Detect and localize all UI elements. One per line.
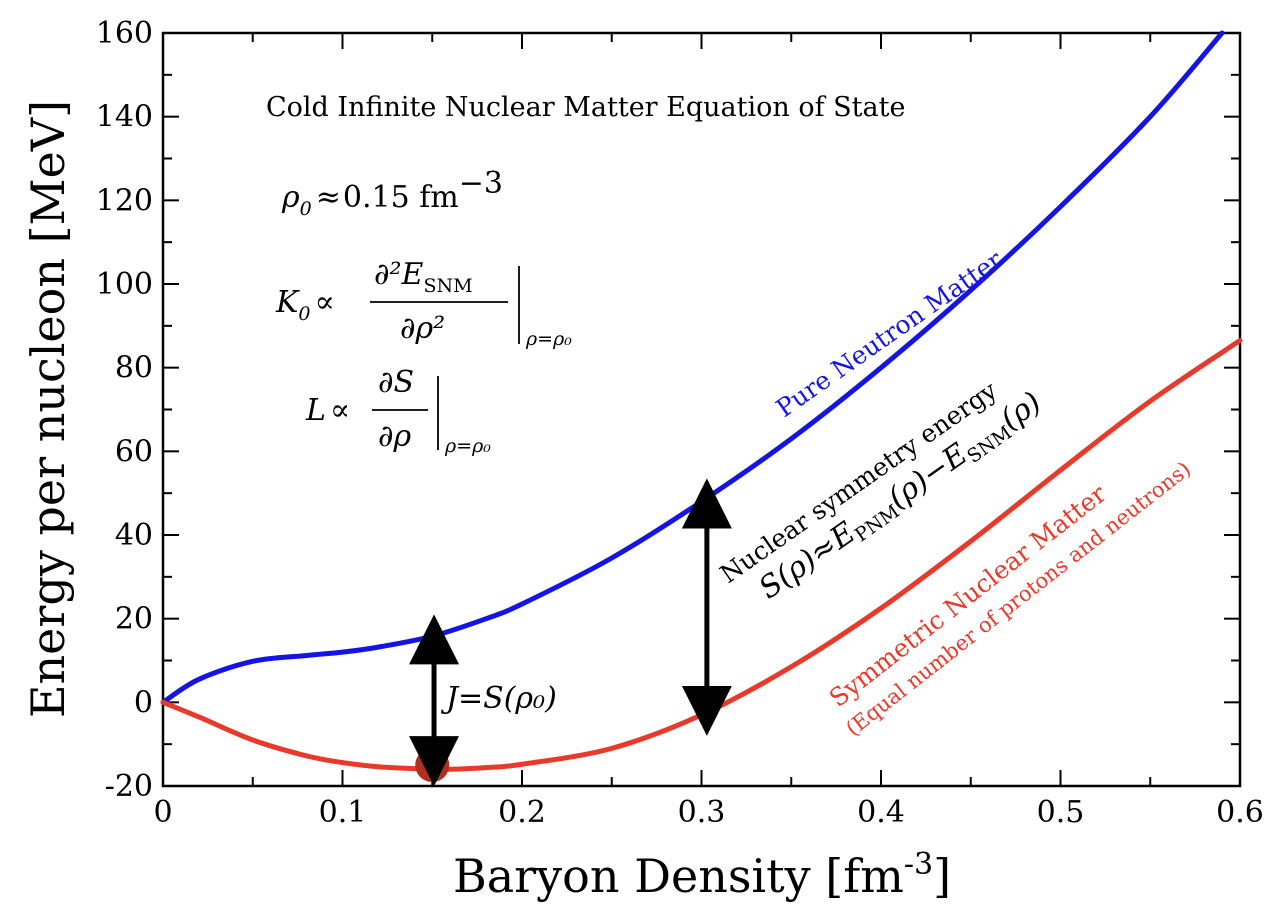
svg-text:∂²ESNM: ∂²ESNM — [374, 257, 473, 297]
y-tick-label: 160 — [96, 16, 153, 51]
svg-text:∂ρ²: ∂ρ² — [400, 311, 445, 346]
svg-text:∂ρ: ∂ρ — [378, 419, 412, 454]
y-tick-label: 140 — [96, 100, 153, 135]
chart-title: Cold Infinite Nuclear Matter Equation of… — [266, 92, 905, 123]
l-annotation: L ∝ ∂S ∂ρ ρ=ρ₀ — [305, 365, 491, 457]
j-label: J=S(ρ₀) — [440, 681, 557, 716]
y-tick-label: 80 — [115, 351, 153, 386]
y-tick-label: -20 — [105, 769, 153, 804]
x-tick-label: 0.1 — [319, 795, 367, 830]
symmetric-nuclear-matter-curve — [160, 337, 1243, 773]
x-tick-label: 0.6 — [1216, 795, 1264, 830]
y-tick-label: 0 — [134, 685, 153, 720]
x-tick-label: 0.4 — [857, 795, 905, 830]
x-tick-label: 0.3 — [678, 795, 726, 830]
svg-text:∂S: ∂S — [378, 365, 414, 400]
svg-text:ρ=ρ₀: ρ=ρ₀ — [525, 328, 572, 350]
x-axis-label: Baryon Density [fm-3] — [453, 847, 951, 903]
curves-layer — [160, 30, 1243, 773]
snm-label: Symmetric Nuclear Matter — [824, 479, 1112, 713]
x-tick-label: 0 — [153, 795, 172, 830]
svg-text:L∝: L ∝ — [305, 393, 350, 428]
y-tick-label: 100 — [96, 267, 153, 302]
rho0-annotation: ρ0 ≈0.15 fm−3 — [281, 166, 503, 220]
pure-neutron-matter-curve — [160, 30, 1225, 705]
annotation-layer — [409, 478, 732, 787]
svg-text:K0∝: K0 ∝ — [275, 285, 335, 325]
y-tick-label: 20 — [115, 602, 153, 637]
y-tick-label: 120 — [96, 183, 153, 218]
ticks-layer: 0 0.1 0.2 0.3 0.4 0.5 0.6-20020406080100120140… — [96, 16, 1264, 830]
y-tick-label: 40 — [115, 518, 153, 553]
k0-annotation: K0 ∝ ∂²ESNM ∂ρ² ρ=ρ₀ — [275, 257, 572, 350]
y-axis-label: Energy per nucleon [MeV] — [21, 100, 75, 718]
svg-text:Nuclear symmetry energy: Nuclear symmetry energy — [715, 375, 1003, 589]
x-tick-label: 0.2 — [498, 795, 546, 830]
x-tick-label: 0.5 — [1037, 795, 1085, 830]
y-tick-label: 60 — [115, 434, 153, 469]
svg-text:ρ=ρ₀: ρ=ρ₀ — [444, 435, 491, 457]
